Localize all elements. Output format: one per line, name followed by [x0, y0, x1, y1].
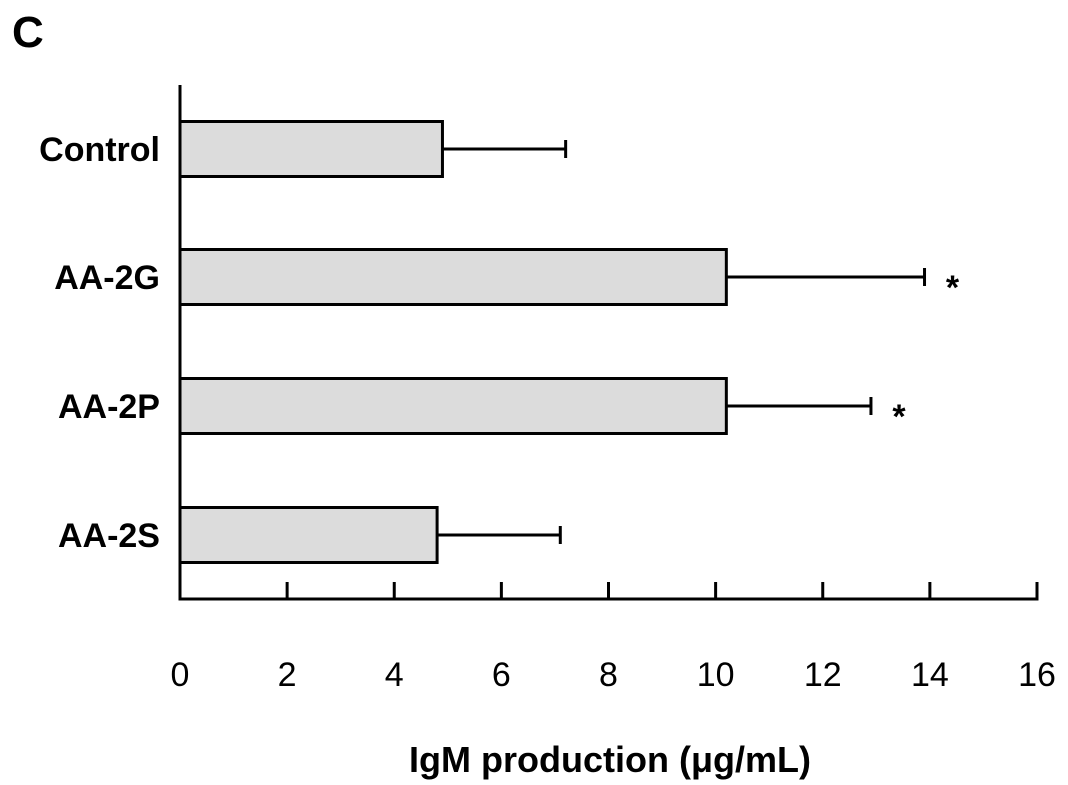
- category-label-aa-2g: AA-2G: [54, 259, 160, 297]
- x-tick-label-10: 10: [697, 656, 735, 694]
- bar-control: [178, 120, 444, 178]
- category-label-aa-2p: AA-2P: [58, 388, 160, 426]
- significance-marker-aa-2p: *: [892, 398, 906, 436]
- x-tick-label-12: 12: [804, 656, 842, 694]
- x-tick-label-8: 8: [599, 656, 618, 694]
- x-tick-label-0: 0: [171, 656, 190, 694]
- category-label-aa-2s: AA-2S: [58, 517, 160, 555]
- bar-aa-2g: [178, 248, 728, 306]
- bar-aa-2s: [178, 506, 439, 564]
- x-tick-label-16: 16: [1018, 656, 1056, 694]
- x-tick-label-6: 6: [492, 656, 511, 694]
- x-tick-label-14: 14: [911, 656, 949, 694]
- bar-aa-2p: [178, 377, 728, 435]
- axes-layer: Control AA-2G AA-2P AA-2S 0 2 4 6 8 10 12 14 16: [39, 85, 1056, 694]
- bars-layer: **: [178, 120, 960, 564]
- x-axis-title: IgM production (μg/mL): [409, 739, 811, 780]
- significance-marker-aa-2g: *: [946, 269, 960, 307]
- panel-label: C: [12, 8, 44, 57]
- x-tick-label-4: 4: [385, 656, 404, 694]
- x-tick-label-2: 2: [278, 656, 297, 694]
- category-label-control: Control: [39, 131, 160, 169]
